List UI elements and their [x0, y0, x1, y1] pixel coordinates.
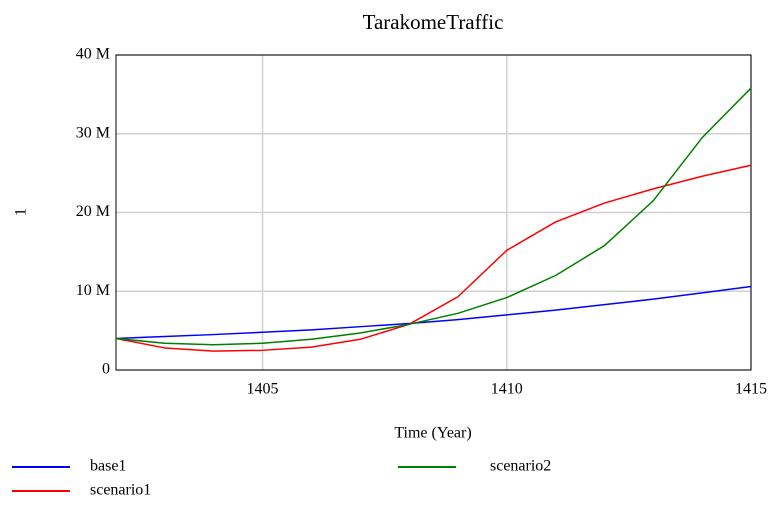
legend-label: scenario1: [90, 482, 151, 499]
y-tick-label: 0: [102, 361, 110, 378]
x-axis-label: Time (Year): [394, 425, 471, 442]
y-tick-label: 30 M: [76, 124, 110, 141]
y-tick-label: 20 M: [76, 203, 110, 220]
series-line: [115, 87, 752, 346]
x-tick-label: 1405: [247, 381, 279, 398]
x-tick-label: 1415: [735, 381, 767, 398]
plot-frame: [115, 54, 752, 371]
series-line: [115, 285, 752, 340]
y-axis-label: 1: [13, 208, 30, 216]
y-tick-label: 40 M: [76, 46, 110, 63]
legend-label: scenario2: [490, 458, 551, 475]
y-tick-label: 10 M: [76, 282, 110, 299]
series-line: [115, 164, 752, 352]
legend-label: base1: [90, 458, 126, 475]
chart-title: TarakomeTraffic: [363, 10, 504, 34]
x-tick-label: 1410: [491, 381, 523, 398]
